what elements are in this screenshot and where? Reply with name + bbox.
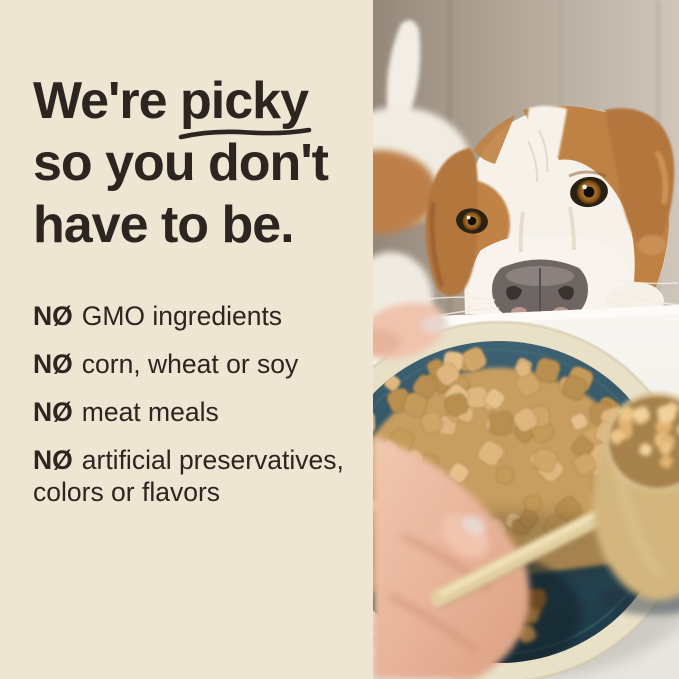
dog-tail <box>386 20 421 132</box>
index-fingertip <box>441 514 489 558</box>
photo-scene <box>373 0 679 679</box>
dog-ear-left <box>425 148 478 296</box>
headline-line2: so you don't <box>33 134 329 192</box>
headline-line3: have to be. <box>33 196 295 254</box>
list-item: NØ artificial preservatives, colors or fl… <box>33 444 368 508</box>
dog-eye-right <box>568 170 608 208</box>
list-item: NØ meat meals <box>33 396 368 428</box>
list-item-text: artificial preservatives, colors or flav… <box>33 445 344 507</box>
headline-line1: We're picky <box>33 70 312 140</box>
list-item-text: GMO ingredients <box>81 301 283 331</box>
dog-brown-patch-top-left <box>473 115 515 164</box>
headline: We're picky so you don't have to be. <box>33 70 355 256</box>
dog-nose <box>492 259 588 317</box>
list-item-text: meat meals <box>81 397 219 427</box>
scoop-cup <box>593 392 679 615</box>
finger-nail <box>462 515 486 535</box>
no-prefix: NØ <box>33 301 73 331</box>
dog <box>373 20 679 348</box>
thumb <box>373 302 448 360</box>
text-panel: We're picky so you don't have to be. NØ G… <box>33 70 368 508</box>
no-prefix: NØ <box>33 445 73 475</box>
no-prefix: NØ <box>33 397 73 427</box>
dog-ear-right <box>605 108 675 255</box>
dog-blaze <box>511 105 567 250</box>
measuring-scoop <box>430 392 679 615</box>
list-item-text: corn, wheat or soy <box>81 349 299 379</box>
scoop-kibble <box>608 401 679 469</box>
headline-line1-pre: We're <box>33 72 181 130</box>
list-item: NØ corn, wheat or soy <box>33 348 368 380</box>
no-prefix: NØ <box>33 349 73 379</box>
headline-picky: picky <box>178 70 312 140</box>
nose-bridge-shading <box>518 206 576 253</box>
photo-panel <box>373 0 679 679</box>
forehead-wrinkles <box>527 129 549 183</box>
list-item: NØ GMO ingredients <box>33 300 368 332</box>
hand-drawn-underline-icon <box>178 127 312 140</box>
thumb-nail <box>422 314 448 334</box>
scoop-handle <box>430 505 614 610</box>
dog-eye-left <box>456 208 488 234</box>
hand <box>373 302 530 679</box>
table-edge <box>373 305 679 328</box>
no-list: NØ GMO ingredients NØ corn, wheat or soy N… <box>33 300 368 508</box>
